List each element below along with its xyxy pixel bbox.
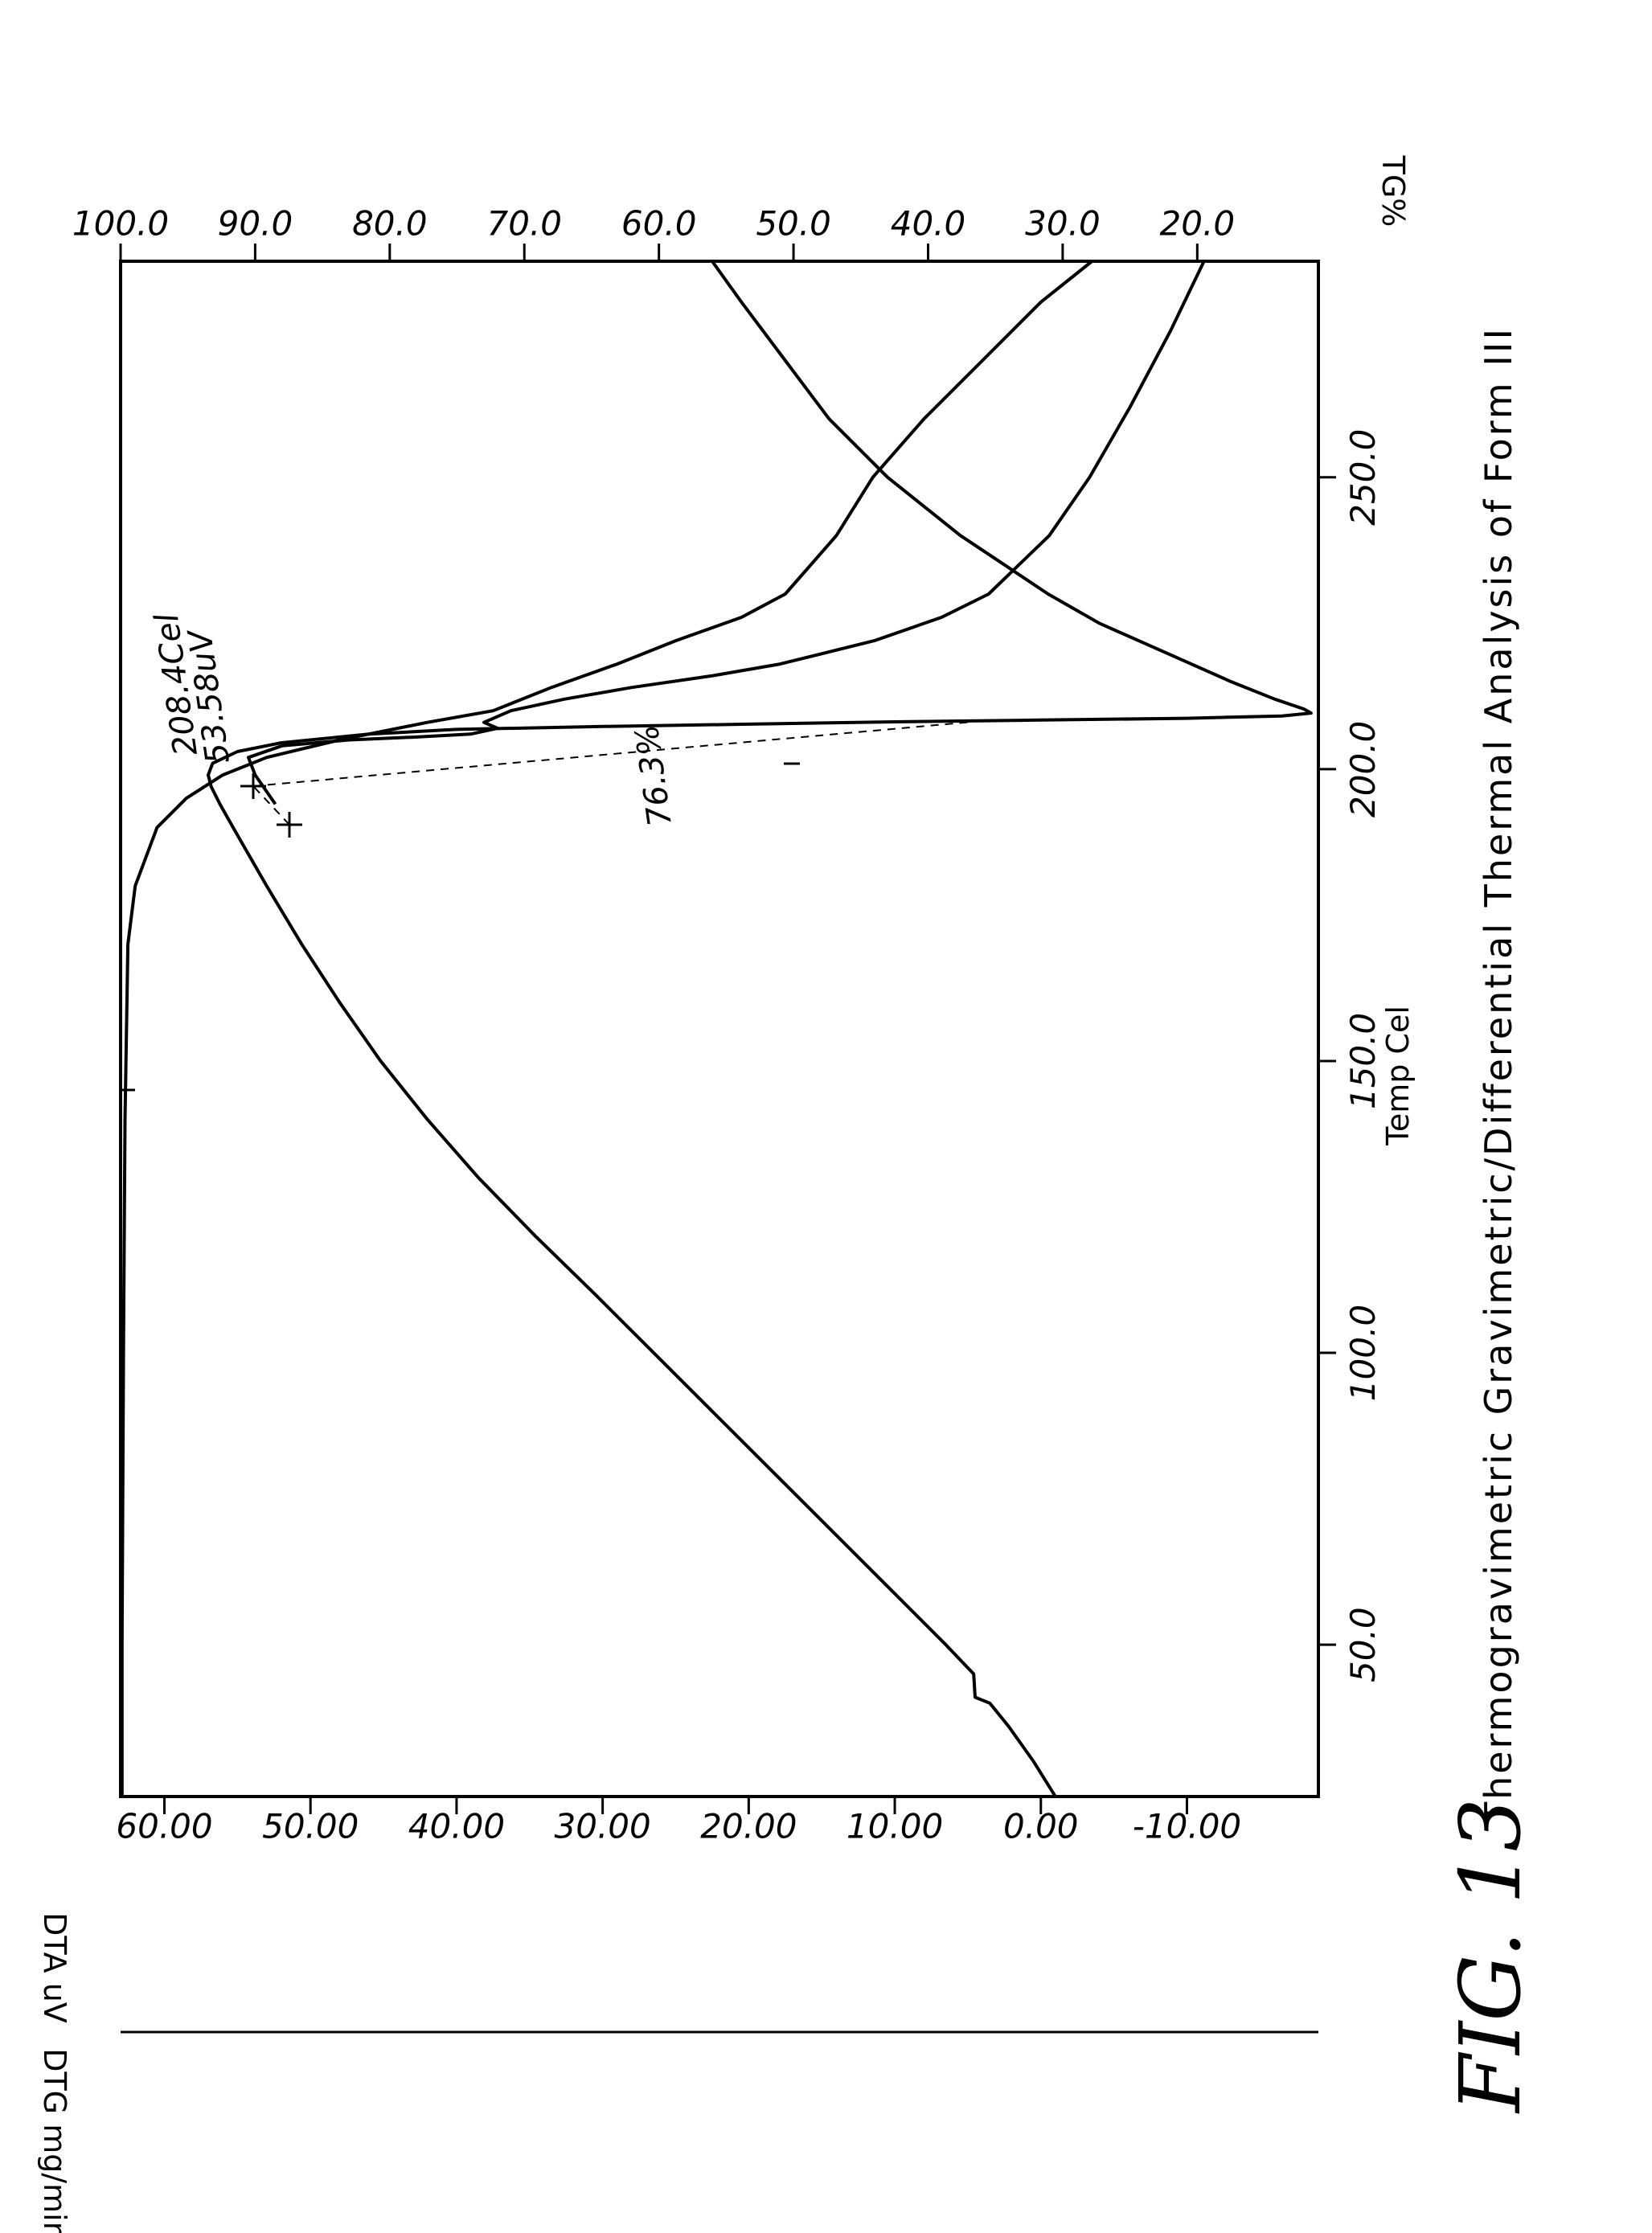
left-tick-label: -10.00 [1133, 1807, 1241, 1846]
left-tick-label: 10.00 [846, 1807, 943, 1846]
x-axis-ticks: 50.0 100.0 150.0 200.0 250.0 [1318, 429, 1383, 1682]
right-tick-label: 50.0 [756, 204, 831, 244]
series-line-3 [248, 261, 1204, 804]
x-tick-label: 100.0 [1343, 1305, 1383, 1401]
x-tick-label: 50.0 [1343, 1607, 1383, 1682]
right-tick-label: 20.0 [1160, 204, 1236, 244]
right-axis-label: TG% [1375, 155, 1411, 227]
x-axis-label: Temp Cel [1380, 1006, 1416, 1146]
rotated-chart-group: 50.0100.0150.0200.0250.0 60.0050.0040.00… [37, 155, 1539, 2233]
x-tick-label: 150.0 [1343, 1013, 1383, 1109]
left-tick-label: 50.00 [262, 1807, 359, 1846]
right-tick-label: 60.0 [621, 204, 697, 244]
series-line-2 [122, 261, 1092, 1797]
left-axis-ticks: 60.00 50.00 40.00 30.00 20.00 10.00 0.00 -10.00 [116, 1797, 1241, 1846]
plot-frame [121, 261, 1318, 1797]
right-tick-label: 80.0 [352, 204, 428, 244]
right-tick-label: 90.0 [218, 204, 293, 244]
chart-title: Thermogravimetric Gravimetric/Differenti… [1477, 326, 1520, 1825]
right-tick-label: 100.0 [72, 204, 169, 244]
series-line-1 [208, 261, 1311, 1797]
annotation-group: 208.4Cel 53.58uV 76.3% [121, 611, 973, 1090]
right-tick-label: 70.0 [486, 204, 562, 244]
right-axis-ticks: 100.0 90.0 80.0 70.0 60.0 50.0 40.0 30.0 20.0 [72, 204, 1235, 262]
left-tick-label: 40.00 [408, 1807, 505, 1846]
figure-label: FIG. 13 [1441, 1798, 1539, 2114]
series-group [122, 261, 1311, 1797]
right-tick-label: 40.0 [891, 204, 966, 244]
left-axis-secondary-label: DTG mg/min [37, 2048, 72, 2233]
x-tick-label: 200.0 [1343, 721, 1383, 817]
annotation-dashed-line [253, 722, 973, 786]
left-tick-label: 20.00 [700, 1807, 797, 1846]
annotation-percent: 76.3% [629, 723, 679, 829]
left-tick-label: 60.00 [116, 1807, 212, 1846]
annotation-leader-line [253, 786, 289, 825]
left-tick-label: 30.00 [555, 1807, 651, 1846]
x-tick-label: 250.0 [1343, 429, 1383, 526]
left-tick-label: 0.00 [1003, 1807, 1079, 1846]
right-tick-label: 30.0 [1025, 204, 1101, 244]
left-axis-label: DTA uV [37, 1912, 72, 2023]
